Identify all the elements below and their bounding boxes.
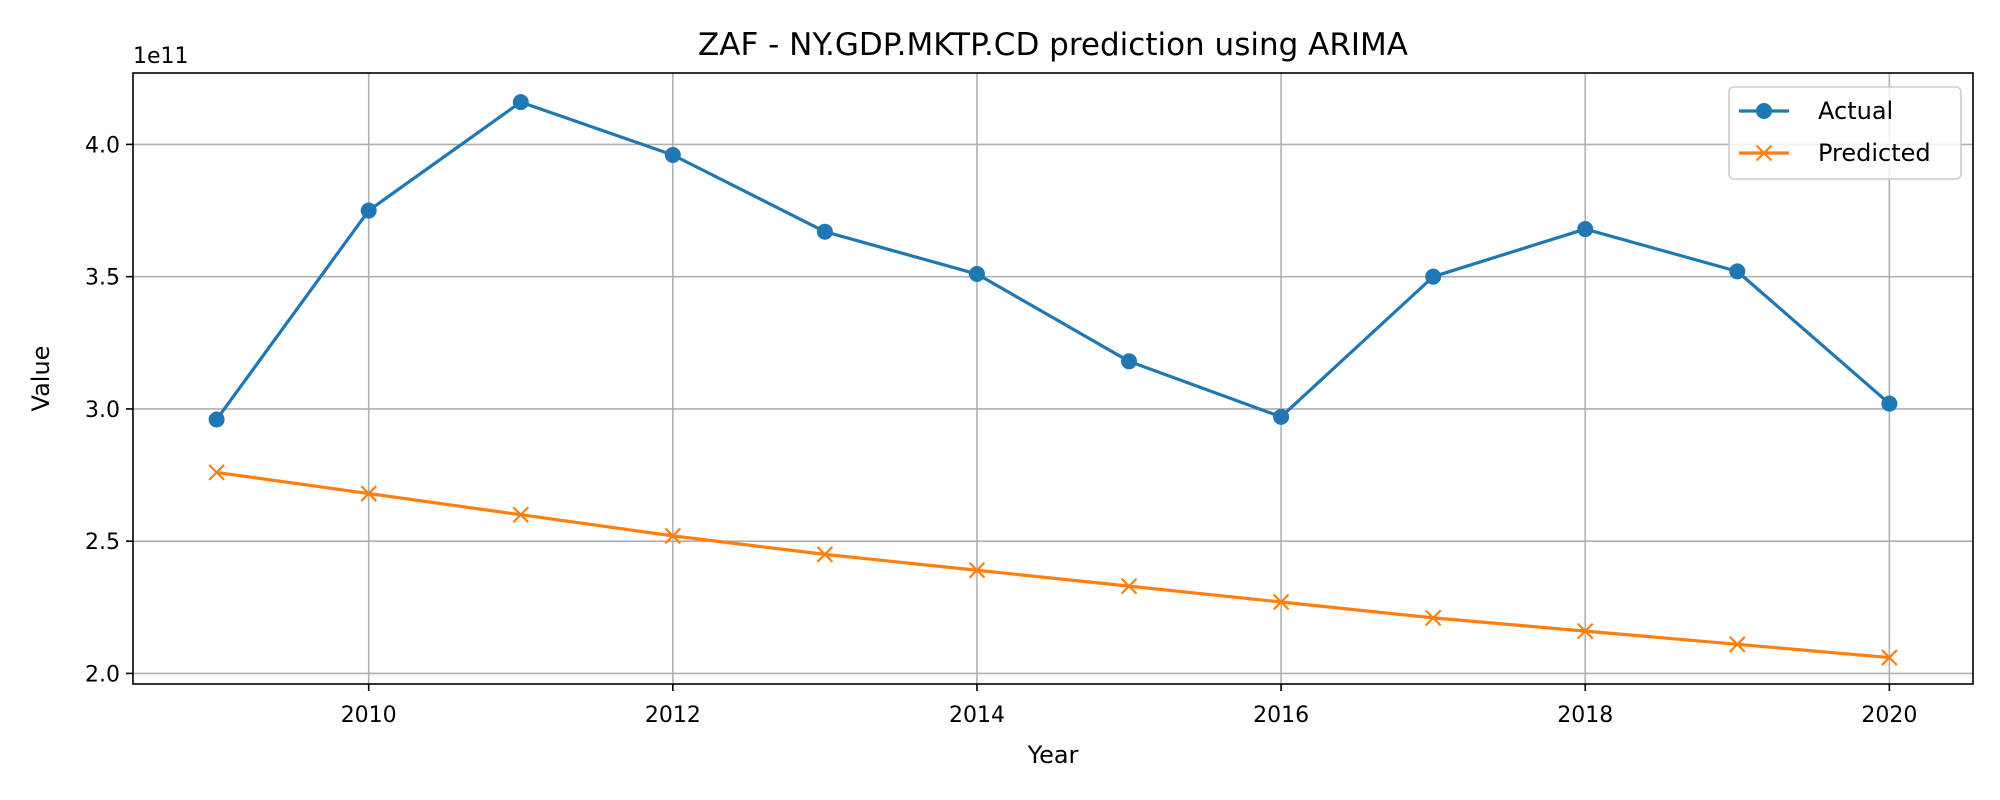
y-axis-label: Value (27, 346, 55, 412)
data-point-actual (816, 223, 833, 240)
data-point-actual (1729, 263, 1746, 280)
data-point-actual (1881, 395, 1898, 412)
chart-title: ZAF - NY.GDP.MKTP.CD prediction using AR… (698, 27, 1408, 63)
data-point-predicted (1424, 609, 1442, 627)
x-tick-label: 2014 (949, 703, 1005, 728)
plot-frame (132, 72, 1974, 685)
data-point-predicted (512, 506, 530, 523)
data-point-actual (208, 411, 225, 428)
data-point-actual (512, 94, 529, 111)
series-layer (208, 94, 1898, 666)
data-point-predicted (208, 464, 225, 481)
series-line-actual (215, 100, 1891, 421)
y-offset-label: 1e11 (133, 44, 189, 69)
x-tick-label: 2020 (1861, 703, 1917, 728)
y-tick-label: 4.0 (85, 133, 120, 158)
data-point-predicted (1881, 649, 1898, 666)
y-tick-label: 2.5 (85, 530, 120, 555)
y-tick-label: 3.5 (85, 266, 120, 291)
data-point-predicted (1120, 577, 1138, 595)
data-point-actual (360, 202, 377, 219)
data-point-predicted (360, 485, 377, 502)
data-point-predicted (1576, 622, 1594, 640)
data-point-predicted (968, 561, 986, 579)
x-tick-label: 2016 (1253, 703, 1309, 728)
legend-marker-actual (1756, 103, 1772, 119)
data-point-actual (1577, 221, 1594, 238)
x-tick-label: 2018 (1557, 703, 1613, 728)
grid (133, 73, 1973, 684)
legend-label-predicted: Predicted (1818, 139, 1931, 167)
ticks: 2010 2012 2014 2016 2018 2020 2.0 2.5 3.0 3.5 4.0 (85, 133, 1917, 728)
x-axis-label: Year (1027, 741, 1079, 769)
y-tick-label: 3.0 (85, 398, 120, 423)
y-tick-label: 2.0 (85, 662, 120, 687)
data-point-actual (1425, 268, 1442, 285)
x-tick-label: 2010 (341, 703, 397, 728)
data-point-actual (1121, 353, 1138, 370)
data-point-predicted (816, 546, 834, 563)
data-point-actual (968, 266, 985, 283)
data-point-predicted (1272, 593, 1290, 611)
legend: Actual Predicted (1728, 86, 1962, 180)
data-point-predicted (664, 527, 682, 545)
data-point-predicted (1729, 636, 1746, 653)
series-line-predicted (216, 470, 1890, 660)
data-point-actual (664, 146, 681, 163)
legend-label-actual: Actual (1818, 97, 1893, 125)
legend-marker-predicted (1755, 144, 1773, 162)
x-tick-label: 2012 (645, 703, 701, 728)
data-point-actual (1273, 408, 1290, 425)
